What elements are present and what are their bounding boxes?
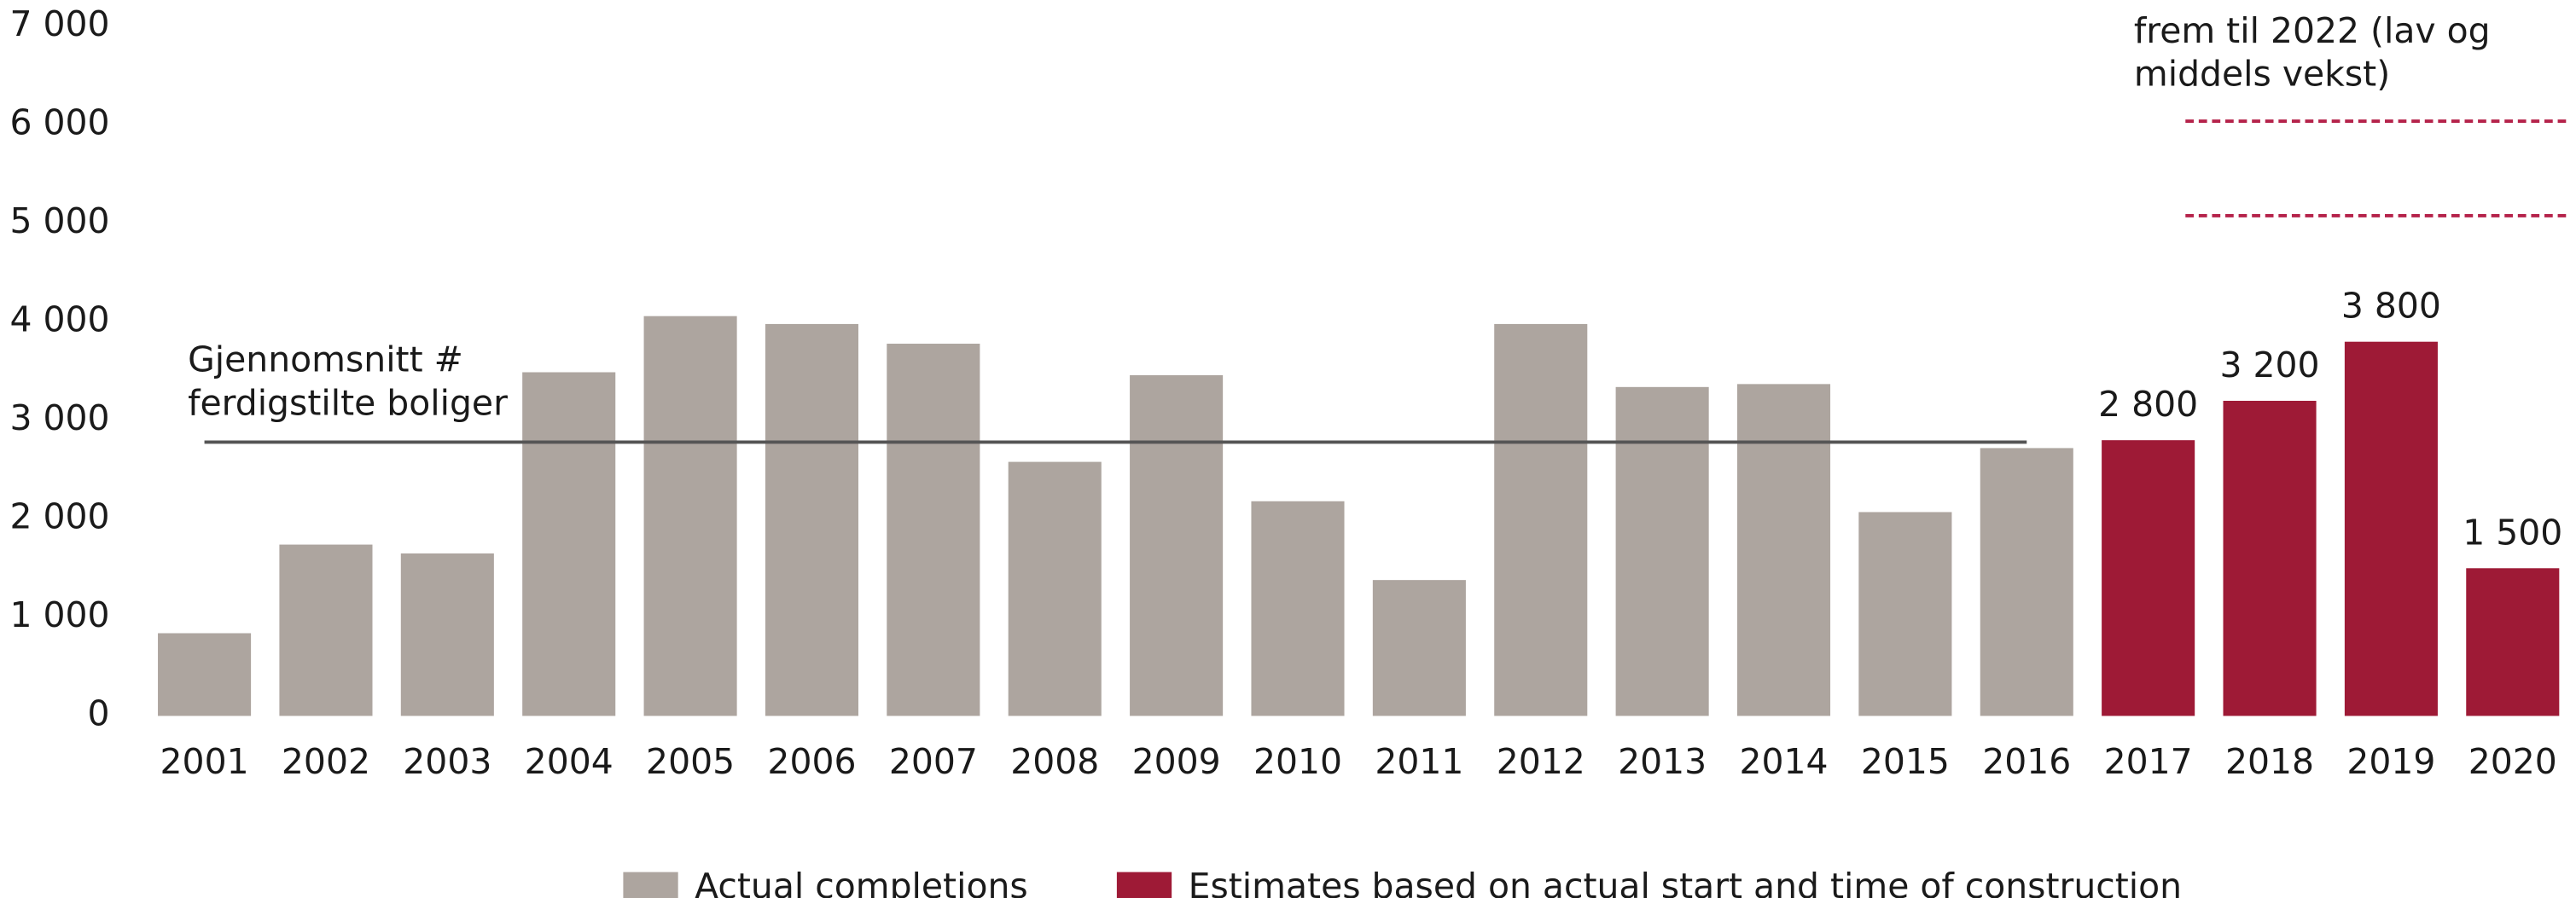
bar bbox=[2102, 440, 2195, 716]
projection-label: frem til 2022 (lav og bbox=[2134, 10, 2491, 51]
legend-swatch bbox=[1116, 872, 1172, 898]
data-label: 3 200 bbox=[2220, 345, 2320, 385]
x-tick-label: 2017 bbox=[2104, 741, 2193, 782]
y-tick-label: 4 000 bbox=[9, 299, 109, 340]
bar bbox=[643, 316, 737, 716]
y-tick-label: 2 000 bbox=[9, 496, 109, 537]
x-tick-label: 2008 bbox=[1010, 741, 1099, 782]
data-label: 1 500 bbox=[2463, 512, 2562, 553]
bar bbox=[1251, 501, 1345, 716]
data-label: 3 800 bbox=[2341, 286, 2441, 327]
y-tick-label: 7 000 bbox=[9, 3, 109, 44]
average-label: Gjennomsnitt # bbox=[188, 339, 463, 380]
average-label: ferdigstilte boliger bbox=[188, 382, 508, 423]
y-tick-label: 5 000 bbox=[9, 200, 109, 241]
bar bbox=[887, 344, 980, 716]
bar bbox=[1494, 323, 1588, 716]
bar bbox=[2344, 341, 2438, 716]
x-tick-label: 2011 bbox=[1375, 741, 1463, 782]
bar bbox=[2466, 568, 2560, 716]
data-label: 2 800 bbox=[2098, 384, 2198, 425]
x-tick-label: 2002 bbox=[282, 741, 370, 782]
bar bbox=[1008, 461, 1102, 716]
bar bbox=[158, 633, 252, 716]
x-tick-label: 2010 bbox=[1253, 741, 1342, 782]
y-tick-label: 6 000 bbox=[9, 102, 109, 143]
y-tick-label: 1 000 bbox=[9, 594, 109, 635]
x-tick-label: 2012 bbox=[1497, 741, 1585, 782]
x-tick-label: 2007 bbox=[889, 741, 978, 782]
legend-swatch bbox=[623, 872, 678, 898]
legend-label: Estimates based on actual start and time… bbox=[1189, 866, 2182, 898]
x-tick-label: 2004 bbox=[525, 741, 613, 782]
bar bbox=[2223, 400, 2317, 716]
x-tick-label: 2006 bbox=[767, 741, 856, 782]
x-tick-label: 2018 bbox=[2225, 741, 2314, 782]
bar bbox=[1372, 580, 1466, 716]
x-tick-label: 2019 bbox=[2346, 741, 2435, 782]
x-tick-label: 2009 bbox=[1132, 741, 1221, 782]
bar bbox=[1130, 374, 1224, 716]
x-tick-label: 2001 bbox=[160, 741, 249, 782]
x-tick-label: 2020 bbox=[2468, 741, 2557, 782]
bar bbox=[279, 544, 373, 716]
x-tick-label: 2014 bbox=[1739, 741, 1828, 782]
x-tick-label: 2016 bbox=[1982, 741, 2071, 782]
legend-label: Actual completions bbox=[695, 866, 1028, 898]
projection-label: middels vekst) bbox=[2134, 54, 2390, 95]
x-tick-label: 2013 bbox=[1618, 741, 1707, 782]
bar bbox=[1980, 448, 2073, 716]
x-tick-label: 2003 bbox=[403, 741, 491, 782]
y-tick-label: 3 000 bbox=[9, 397, 109, 438]
x-tick-label: 2005 bbox=[646, 741, 735, 782]
bar bbox=[765, 323, 859, 716]
bar bbox=[1736, 384, 1831, 716]
bar bbox=[522, 372, 616, 716]
bar bbox=[1615, 386, 1709, 716]
bar bbox=[1858, 512, 1952, 716]
bar bbox=[400, 553, 494, 716]
x-tick-label: 2015 bbox=[1861, 741, 1950, 782]
y-tick-label: 0 bbox=[88, 693, 110, 734]
